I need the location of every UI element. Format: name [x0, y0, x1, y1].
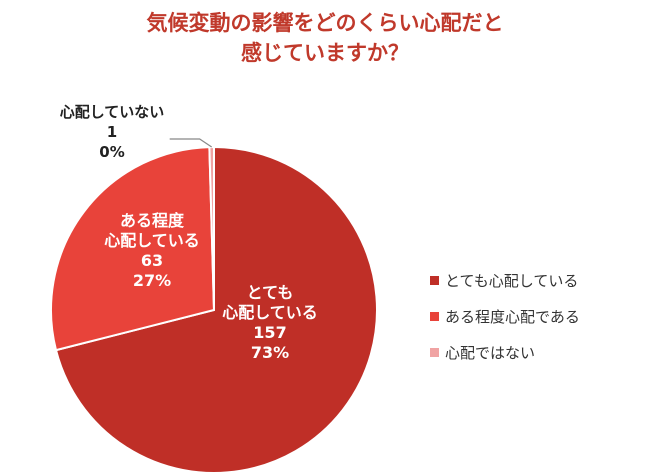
slice-label-very-worried-line-3: 157	[253, 323, 286, 342]
slice-label-not-worried-line-3: 0%	[99, 143, 124, 161]
legend-label-very-worried: とても心配している	[445, 271, 579, 290]
leader-line-not-worried	[169, 138, 213, 148]
chart-title: 気候変動の影響をどのくらい心配だと 感じていますか？	[0, 8, 650, 68]
slice-label-not-worried-line-1: 心配していない	[60, 103, 165, 121]
pie-slices	[50, 145, 378, 474]
legend-swatch-very-worried	[430, 275, 439, 285]
legend-item-not-worried: 心配ではない	[430, 334, 580, 370]
legend-item-very-worried: とても心配している	[430, 262, 580, 298]
legend-item-somewhat-worried: ある程度心配である	[430, 298, 580, 334]
chart-title-line-2: 感じていますか？	[241, 41, 409, 65]
legend-label-somewhat-worried: ある程度心配である	[445, 307, 580, 326]
pie-slice-somewhat-worried	[50, 146, 216, 352]
slice-label-very-worried-line-4: 73%	[251, 343, 289, 362]
pie-slice-very-worried	[54, 145, 378, 474]
slice-label-very-worried-line-2: 心配している	[222, 303, 318, 322]
legend: とても心配している ある程度心配である 心配ではない	[430, 262, 580, 370]
chart-title-line-1: 気候変動の影響をどのくらい心配だと	[146, 11, 504, 35]
slice-label-somewhat-worried-line-4: 27%	[133, 271, 171, 290]
slice-label-somewhat-worried-line-1: ある程度	[120, 211, 185, 230]
slice-label-somewhat-worried-line-2: 心配している	[104, 231, 200, 250]
slice-label-not-worried-line-2: 1	[107, 123, 117, 141]
legend-swatch-somewhat-worried	[430, 311, 439, 321]
slice-label-very-worried-line-1: とても	[247, 283, 294, 302]
legend-label-not-worried: 心配ではない	[445, 343, 536, 362]
legend-swatch-not-worried	[430, 347, 439, 357]
slice-label-somewhat-worried-line-3: 63	[141, 251, 163, 270]
